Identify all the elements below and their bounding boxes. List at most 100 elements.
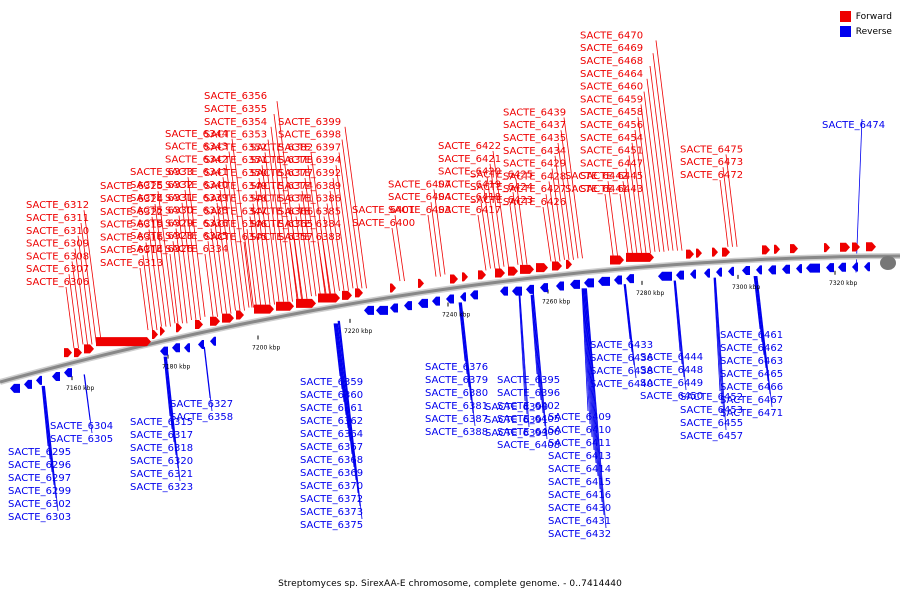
leader-line	[172, 241, 183, 324]
tick-label: 7180 kbp	[162, 364, 190, 371]
gene-label: SACTE_6438	[590, 366, 653, 377]
reverse-gene-arrow	[796, 264, 802, 274]
tick-label: 7280 kbp	[636, 290, 664, 297]
gene-label: SACTE_6360	[300, 390, 363, 401]
gene-label: SACTE_6385	[278, 206, 341, 217]
forward-gene-arrow	[462, 272, 468, 282]
legend: Forward Reverse	[839, 9, 892, 39]
leader-line	[341, 139, 363, 289]
gene-label: SACTE_6370	[300, 481, 363, 492]
gene-label: SACTE_6331	[130, 193, 193, 204]
leader-line	[261, 165, 280, 302]
leader-line	[178, 215, 192, 321]
leader-line	[459, 302, 470, 388]
reverse-gene-arrow	[782, 264, 790, 274]
reverse-swatch	[839, 26, 851, 37]
gene-label: SACTE_6389	[278, 181, 341, 192]
leader-line	[145, 242, 158, 331]
leader-line	[675, 280, 687, 391]
leader-line	[80, 222, 97, 345]
gene-label: SACTE_6397	[278, 142, 341, 153]
leader-line	[210, 228, 223, 314]
forward-gene-arrow	[355, 288, 363, 298]
gene-label: SACTE_6325	[100, 181, 163, 192]
gene-label: SACTE_6335	[165, 231, 228, 242]
leader-line	[519, 294, 530, 428]
gene-label: SACTE_6415	[548, 477, 611, 488]
gene-label: SACTE_6350	[204, 168, 267, 179]
leader-line	[292, 229, 303, 299]
gene-label: SACTE_6408	[497, 440, 560, 451]
reverse-gene-arrow	[184, 343, 190, 353]
forward-gene-arrow	[84, 344, 94, 354]
gene-label: SACTE_6420	[438, 167, 501, 178]
leader-line	[219, 189, 236, 311]
leader-line	[582, 288, 591, 425]
gene-label: SACTE_6398	[278, 130, 341, 141]
gene-label: SACTE_6333	[130, 167, 193, 178]
leader-line	[624, 284, 633, 353]
reverse-gene-arrow	[512, 286, 522, 296]
gene-label: SACTE_6321	[130, 469, 193, 480]
leader-line	[157, 191, 176, 324]
leader-line	[151, 216, 167, 327]
leader-line	[166, 356, 181, 482]
gene-label: SACTE_6411	[548, 438, 611, 449]
gene-label: SACTE_6348	[204, 194, 267, 205]
leader-line	[545, 194, 556, 262]
gene-label: SACTE_6435	[503, 133, 566, 144]
gene-label: SACTE_6401	[352, 205, 415, 216]
leader-line	[754, 276, 765, 356]
forward-gene-arrow	[552, 261, 562, 271]
reverse-gene-arrow	[742, 266, 750, 276]
leader-line	[83, 210, 102, 341]
leader-line	[643, 91, 665, 252]
gene-label: SACTE_6406	[497, 427, 560, 438]
leader-line	[753, 276, 761, 330]
gene-label: SACTE_6372	[300, 494, 363, 505]
forward-gene-arrow	[866, 242, 876, 252]
leader-line	[148, 229, 162, 327]
gene-label: SACTE_6405	[497, 414, 560, 425]
leader-line	[394, 215, 405, 282]
leader-line	[532, 294, 544, 414]
forward-gene-arrow	[195, 319, 203, 329]
gene-label: SACTE_6467	[720, 395, 783, 406]
leader-line	[480, 202, 491, 269]
reverse-gene-arrow	[716, 267, 722, 277]
leader-line	[333, 323, 341, 377]
leader-line	[755, 276, 767, 369]
gene-label: SACTE_6338	[165, 206, 228, 217]
leader-line	[344, 126, 367, 289]
legend-item-forward: Forward	[839, 9, 892, 24]
gene-label: SACTE_6323	[130, 482, 193, 493]
gene-label: SACTE_6394	[278, 155, 341, 166]
gene-label: SACTE_6296	[8, 460, 71, 471]
reverse-gene-arrow	[210, 336, 216, 346]
gene-label: SACTE_6432	[548, 529, 611, 540]
leader-line	[756, 276, 771, 395]
gene-label: SACTE_6355	[204, 104, 267, 115]
leader-line	[222, 177, 241, 311]
reverse-gene-arrow	[526, 284, 534, 294]
reverse-gene-arrow	[404, 301, 412, 311]
gene-label: SACTE_6421	[438, 154, 501, 165]
gene-label: SACTE_6343	[165, 142, 228, 153]
leader-line	[634, 129, 651, 253]
gene-label: SACTE_6342	[165, 154, 228, 165]
gene-label: SACTE_6345	[204, 232, 267, 243]
leader-line	[714, 277, 723, 405]
gene-label: SACTE_6459	[580, 94, 643, 105]
gene-label: SACTE_6423	[470, 195, 533, 206]
gene-label: SACTE_6474	[822, 120, 885, 131]
gene-label: SACTE_6351	[204, 155, 267, 166]
gene-label: SACTE_6437	[503, 120, 566, 131]
reverse-gene-arrow	[470, 290, 478, 300]
leader-line	[68, 274, 79, 349]
gene-label: SACTE_6315	[130, 417, 193, 428]
gene-label: SACTE_6359	[300, 377, 363, 388]
reverse-gene-arrow	[376, 305, 388, 315]
leader-line	[713, 277, 721, 392]
forward-gene-arrow	[762, 245, 770, 255]
gene-label: SACTE_6431	[548, 516, 611, 527]
